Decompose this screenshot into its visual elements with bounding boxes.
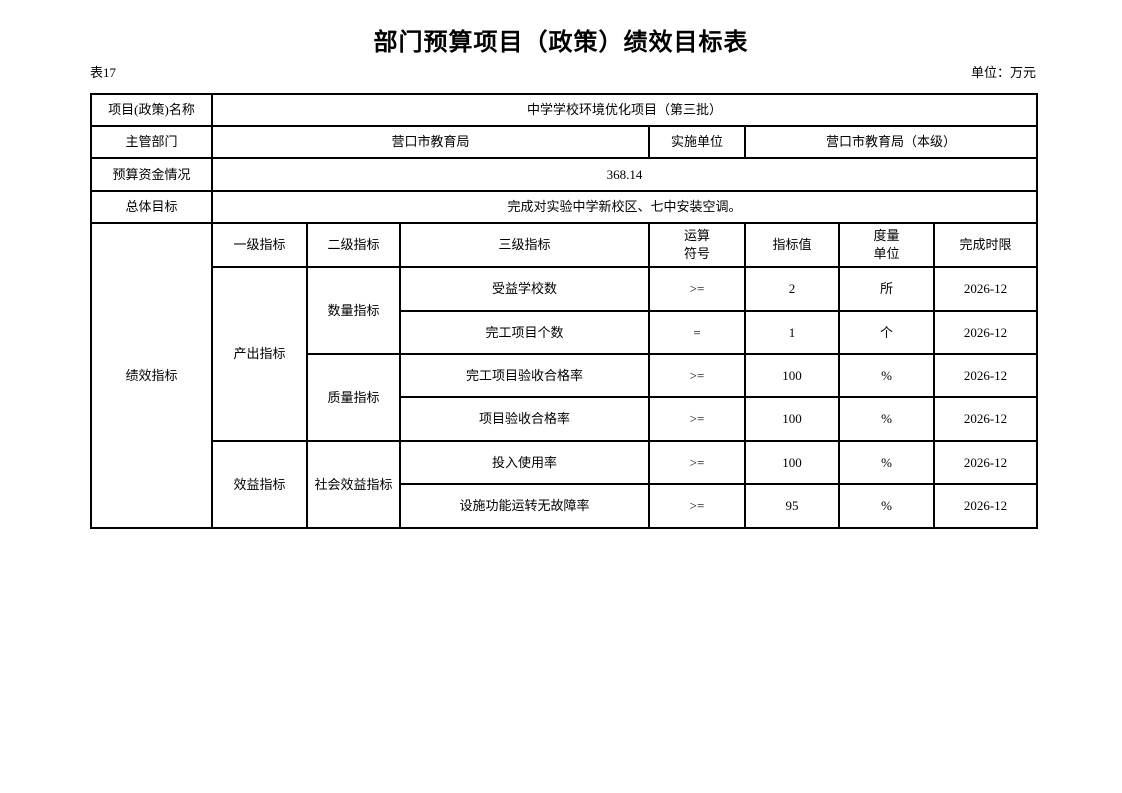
value-cell: 2 [744,266,840,312]
page-title: 部门预算项目（政策）绩效目标表 [373,30,749,56]
value-cell: 100 [744,396,840,442]
operator-cell: >= [648,266,746,312]
unit-cell: % [838,440,935,485]
indicator-row: 质量指标 完工项目验收合格率 >= 100 % 2026-12 [91,353,1039,442]
deadline-cell: 2026-12 [932,266,1039,312]
header-level2: 二级指标 [306,222,401,268]
level2-cell: 数量指标 [306,266,401,355]
indicator-row: 设施功能运转无故障率 >= 95 % 2026-12 [91,483,1039,529]
project-name-value: 中学学校环境优化项目（第三批） [210,93,1039,127]
operator-cell: >= [648,440,746,485]
indicators-section-label: 绩效指标 [90,222,213,529]
table-number: 表17 [90,65,117,80]
level2-cell: 质量指标 [306,353,401,442]
project-name-row: 项目(政策)名称 中学学校环境优化项目（第三批） [90,93,1039,127]
deadline-cell: 2026-12 [932,353,1039,398]
value-cell: 100 [744,440,840,485]
deadline-cell: 2026-12 [932,310,1039,355]
header-level1: 一级指标 [211,222,308,268]
level3-cell: 项目验收合格率 [399,396,650,442]
level3-cell: 投入使用率 [399,440,650,485]
level3-cell: 完工项目个数 [399,310,650,355]
level2-cell: 社会效益指标 [306,440,401,529]
level1-cell: 产出指标 [211,266,308,442]
department-value: 营口市教育局 [211,125,650,159]
operator-cell: >= [648,483,746,529]
level1-cell: 效益指标 [211,440,308,529]
unit-cell: % [838,483,935,529]
operator-cell: >= [648,353,746,398]
header-unit: 度量 单位 [838,222,935,268]
unit-cell: % [838,396,935,442]
header-level3: 三级指标 [399,222,650,268]
implementing-unit-label: 实施单位 [648,125,746,159]
unit-cell: 个 [838,310,935,355]
operator-cell: >= [648,396,746,442]
level3-cell: 设施功能运转无故障率 [399,483,650,529]
overall-goal-label: 总体目标 [90,190,213,224]
value-cell: 95 [744,483,840,529]
implementing-unit-value: 营口市教育局（本级） [743,125,1039,159]
overall-goal-value: 完成对实验中学新校区、七中安装空调。 [210,190,1039,224]
indicator-row: 完工项目个数 = 1 个 2026-12 [91,310,1039,355]
performance-target-table: 项目(政策)名称 中学学校环境优化项目（第三批） 主管部门 营口市教育局 实施单… [90,93,1039,529]
value-cell: 1 [744,310,840,355]
project-name-label: 项目(政策)名称 [90,93,213,127]
indicator-row: 产出指标 数量指标 受益学校数 >= 2 所 2026-12 [91,266,1039,442]
indicator-row: 项目验收合格率 >= 100 % 2026-12 [91,396,1039,442]
department-row: 主管部门 营口市教育局 实施单位 营口市教育局（本级） [90,125,1039,159]
deadline-cell: 2026-12 [932,396,1039,442]
deadline-cell: 2026-12 [932,483,1039,529]
level3-cell: 完工项目验收合格率 [399,353,650,398]
header-operator: 运算 符号 [648,222,746,268]
budget-amount: 368.14 [210,157,1039,192]
unit-label: 单位：万元 [970,65,1036,80]
budget-label: 预算资金情况 [90,157,213,192]
unit-cell: 所 [838,266,935,312]
header-value: 指标值 [744,222,840,268]
deadline-cell: 2026-12 [932,440,1039,485]
indicator-row: 效益指标 社会效益指标 投入使用率 >= 100 % 2026-12 [91,440,1039,529]
level3-cell: 受益学校数 [399,266,650,312]
department-label: 主管部门 [90,125,213,159]
header-deadline: 完成时限 [932,222,1039,268]
indicator-header-row: 绩效指标 一级指标 二级指标 三级指标 运算 符号 指标值 度量 单位 完成时限 [90,222,1039,529]
operator-cell: = [648,310,746,355]
table-meta-row: 表17 单位：万元 [90,64,1036,82]
value-cell: 100 [744,353,840,398]
budget-row: 预算资金情况 368.14 [90,157,1039,192]
unit-cell: % [838,353,935,398]
overall-goal-row: 总体目标 完成对实验中学新校区、七中安装空调。 [90,190,1039,224]
